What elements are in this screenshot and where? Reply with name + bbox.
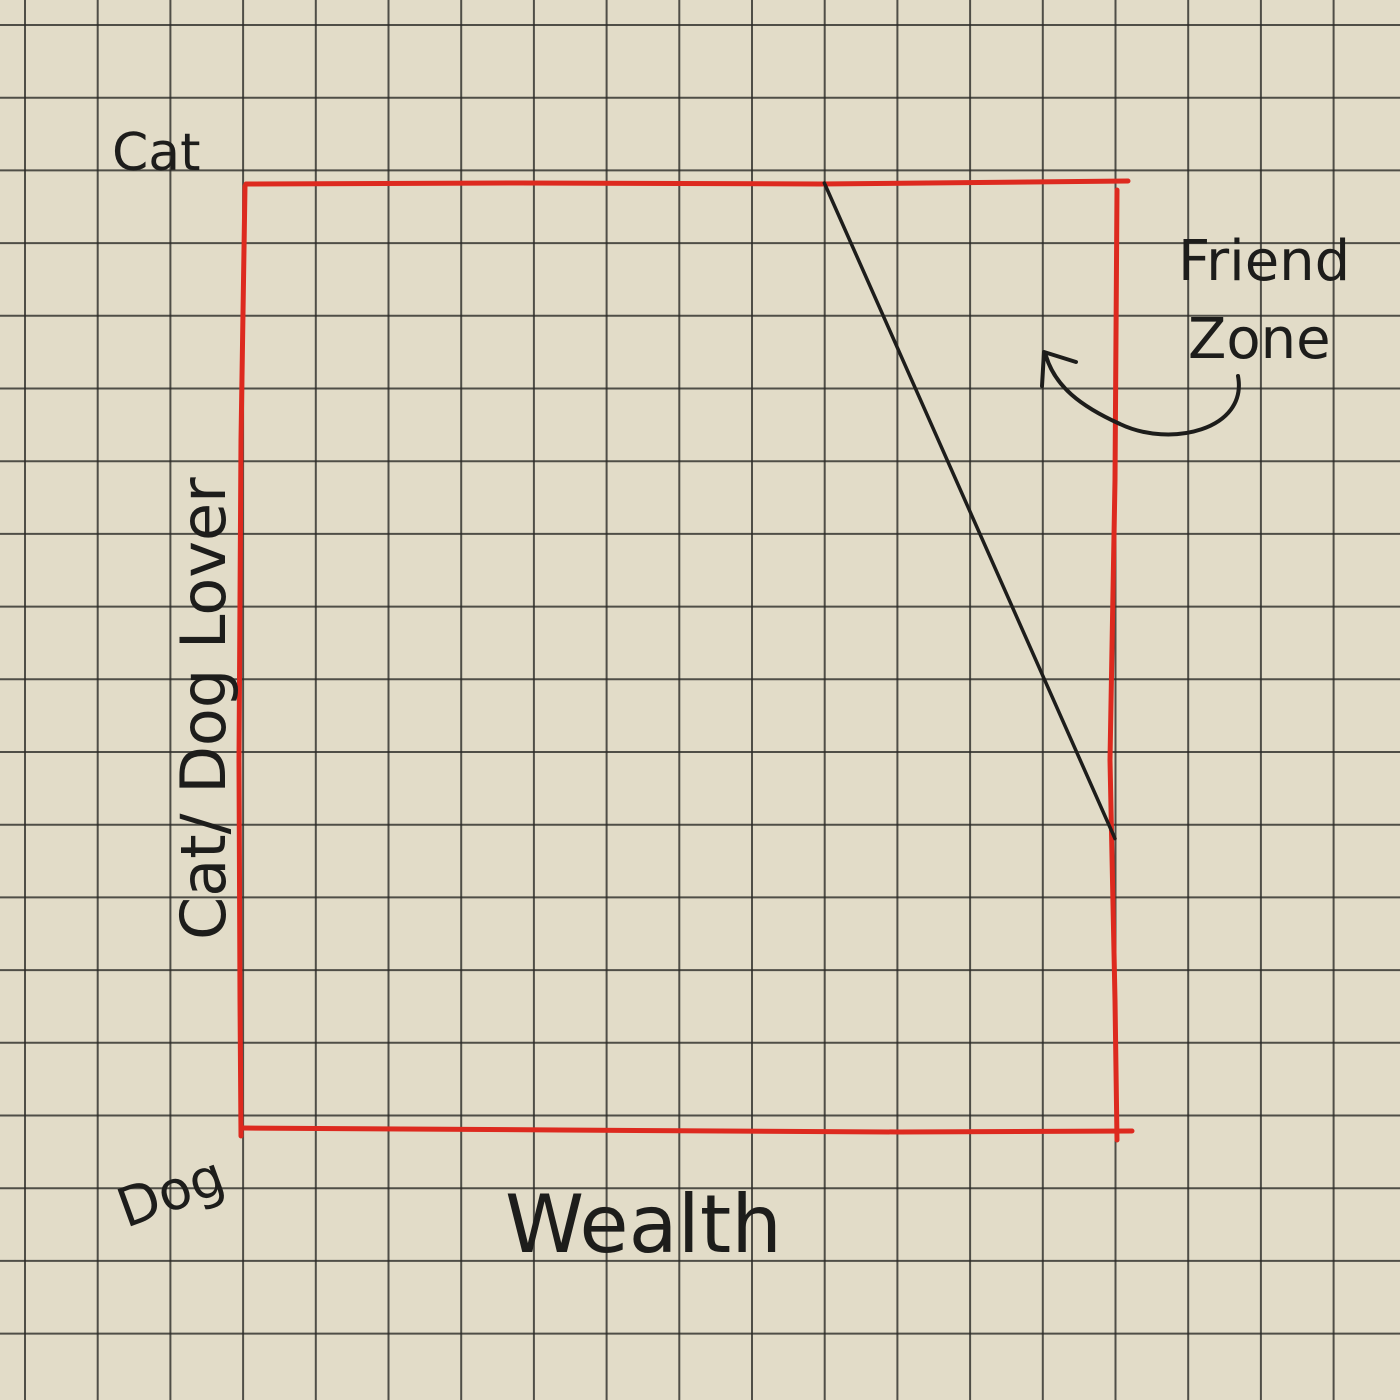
frame-top: [246, 181, 1128, 184]
x-axis-label: Wealth: [505, 1178, 782, 1271]
y-axis-label: Cat/ Dog Lover: [167, 477, 240, 940]
annotation-zone-label: Zone: [1188, 307, 1331, 372]
y-tick-top-label: Cat: [112, 123, 201, 183]
annotation-friend-label: Friend: [1178, 229, 1350, 294]
